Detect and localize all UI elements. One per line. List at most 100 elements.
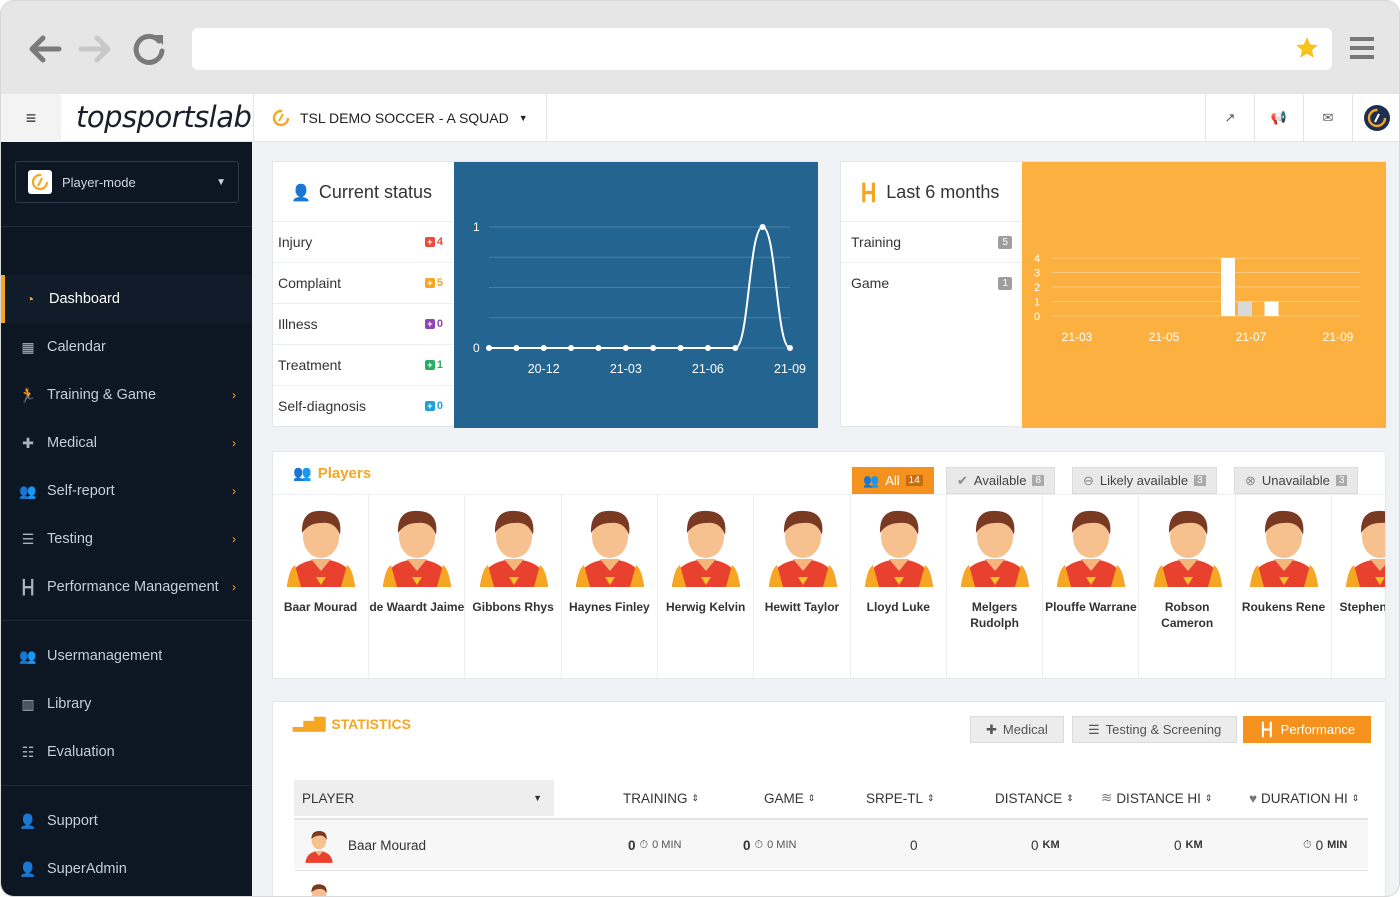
- filter-all-button[interactable]: 👥 All 14: [852, 467, 934, 494]
- player-card[interactable]: de Waardt Jaime: [369, 494, 466, 678]
- current-status-card: 👤 Current status Injury +4 Complaint +5 …: [272, 161, 818, 428]
- status-row-illness[interactable]: Illness +0: [273, 303, 453, 344]
- player-card[interactable]: Hewitt Taylor: [754, 494, 851, 678]
- external-link-icon[interactable]: ↗: [1205, 94, 1254, 142]
- sidebar-toggle-icon[interactable]: ≡: [1, 94, 61, 142]
- dumbbell-icon: ┣┫: [859, 184, 879, 202]
- avatar: [1250, 510, 1318, 587]
- user-avatar[interactable]: [1352, 94, 1399, 142]
- player-card[interactable]: Gibbons Rhys: [465, 494, 562, 678]
- data-point[interactable]: [486, 345, 492, 351]
- filter-available-button[interactable]: ✔ Available 8: [946, 467, 1055, 494]
- unit: KM: [1042, 839, 1060, 851]
- data-point[interactable]: [732, 345, 739, 351]
- status-row-injury[interactable]: Injury +4: [273, 221, 453, 262]
- announcement-icon[interactable]: 📢: [1254, 94, 1303, 142]
- player-card[interactable]: Baar Mourad: [273, 494, 369, 678]
- sidebar-item-medical[interactable]: ✚ Medical ›: [1, 419, 252, 467]
- sidebar-item-evaluation[interactable]: ☷ Evaluation: [1, 728, 252, 776]
- data-point[interactable]: [595, 345, 602, 351]
- column-header-player[interactable]: PLAYER ▼: [294, 780, 554, 816]
- address-bar[interactable]: [192, 28, 1332, 70]
- player-name: Baar Mourad: [283, 600, 358, 614]
- check-circle-icon: ✔: [957, 472, 968, 488]
- column-header-duration-hi[interactable]: ♥ DURATION HI ⇕: [1249, 780, 1359, 816]
- player-card[interactable]: Lloyd Luke: [850, 494, 947, 678]
- bar[interactable]: [1221, 258, 1235, 316]
- column-label: DISTANCE: [995, 790, 1063, 806]
- data-point[interactable]: [568, 345, 575, 351]
- sidebar-item-calendar[interactable]: ▦ Calendar: [1, 323, 252, 371]
- player-card[interactable]: Haynes Finley: [561, 494, 658, 678]
- mode-selector[interactable]: Player-mode ▼: [15, 161, 239, 203]
- data-point[interactable]: [677, 345, 684, 351]
- tab-testing-screening[interactable]: ☰ Testing & Screening: [1072, 716, 1238, 743]
- sort-icon: ⇕: [1351, 792, 1360, 803]
- player-card[interactable]: Melgers Rudolph: [947, 494, 1044, 678]
- player-card[interactable]: Robson Cameron: [1139, 494, 1236, 678]
- sidebar-item-superadmin[interactable]: 👤 SuperAdmin: [1, 845, 252, 893]
- status-row-self-diagnosis[interactable]: Self-diagnosis +0: [273, 385, 453, 426]
- value: 0: [1174, 837, 1182, 853]
- table-row[interactable]: Baar Mourad 0 ⏱ 0 MIN 0 ⏱ 0 MIN 0 0 KM 0 KM ⏱ 0…: [294, 818, 1368, 868]
- y-tick-label: 2: [1034, 282, 1040, 294]
- data-point[interactable]: [787, 345, 793, 351]
- column-header-distance-hi[interactable]: ≋ DISTANCE HI ⇕: [1101, 780, 1212, 816]
- filter-likely-available-button[interactable]: ⊖ Likely available 3: [1072, 467, 1217, 494]
- sidebar-item-label: Usermanagement: [47, 648, 163, 664]
- sidebar-item-self-report[interactable]: 👥 Self-report ›: [1, 467, 252, 515]
- player-card[interactable]: Plouffe Warrane: [1043, 494, 1140, 678]
- sidebar-item-support[interactable]: 👤 Support: [1, 797, 252, 845]
- column-header-srpe[interactable]: SRPE-TL ⇕: [866, 780, 935, 816]
- bar[interactable]: [1264, 301, 1279, 317]
- sidebar-item-testing[interactable]: ☰ Testing ›: [1, 515, 252, 563]
- data-point[interactable]: [650, 345, 657, 351]
- back-arrow-icon[interactable]: [25, 29, 65, 69]
- mail-icon[interactable]: ✉: [1303, 94, 1352, 142]
- last-row-training[interactable]: Training 5: [841, 221, 1022, 262]
- player-card[interactable]: Stephens Lew: [1332, 494, 1385, 678]
- sidebar-item-training-game[interactable]: 🏃 Training & Game ›: [1, 371, 252, 419]
- column-header-training[interactable]: TRAINING ⇕: [623, 780, 699, 816]
- sidebar-item-library[interactable]: ▥ Library: [1, 680, 252, 728]
- data-point[interactable]: [622, 345, 629, 351]
- column-header-game[interactable]: GAME ⇕: [764, 780, 815, 816]
- srpe-cell: 0: [910, 837, 918, 853]
- filter-label: Likely available: [1099, 473, 1189, 488]
- tab-performance[interactable]: ┣┫ Performance: [1243, 716, 1372, 743]
- tab-medical[interactable]: ✚ Medical: [970, 716, 1064, 743]
- divider: [1, 620, 252, 621]
- sidebar-item-dashboard[interactable]: ◔ Dashboard: [1, 275, 252, 323]
- reload-icon[interactable]: [129, 29, 169, 69]
- data-point[interactable]: [540, 345, 547, 351]
- filter-label: All: [885, 473, 900, 488]
- bar[interactable]: [1238, 301, 1252, 317]
- data-point[interactable]: [513, 345, 520, 351]
- value: 0: [743, 837, 751, 853]
- status-row-complaint[interactable]: Complaint +5: [273, 262, 453, 303]
- team-selector[interactable]: TSL DEMO SOCCER - A SQUAD ▼: [253, 94, 547, 142]
- bookmark-star-icon[interactable]: [1294, 35, 1320, 61]
- forward-arrow-icon[interactable]: [75, 29, 115, 69]
- player-card[interactable]: Roukens Rene: [1236, 494, 1332, 678]
- status-row-treatment[interactable]: Treatment +1: [273, 344, 453, 385]
- browser-menu-icon[interactable]: [1349, 35, 1375, 61]
- filter-unavailable-button[interactable]: ⊗ Unavailable 3: [1234, 467, 1359, 494]
- column-header-distance[interactable]: DISTANCE ⇕: [995, 780, 1074, 816]
- statistics-card: ▂▅▇ STATISTICS ✚ Medical ☰ Testing & Scr…: [272, 701, 1386, 896]
- unit: 0 MIN: [767, 839, 797, 851]
- sidebar-item-performance[interactable]: ┣┫ Performance Management ›: [1, 563, 252, 611]
- player-card[interactable]: Herwig Kelvin: [658, 494, 755, 678]
- data-point[interactable]: [704, 345, 711, 351]
- data-point[interactable]: [759, 224, 766, 230]
- chevron-down-icon: ▼: [533, 793, 542, 803]
- card-title: 👤 Current status: [291, 182, 432, 203]
- avatar: [961, 510, 1030, 587]
- status-line-chart: 0 1 20-12 21-03 21-06 21-09: [454, 162, 818, 428]
- plus-icon: +: [424, 319, 435, 329]
- last-row-game[interactable]: Game 1: [841, 262, 1022, 303]
- table-row[interactable]: [294, 870, 1368, 896]
- sidebar-item-usermanagement[interactable]: 👥 Usermanagement: [1, 632, 252, 680]
- duration-hi-cell: ⏱ 0 MIN: [1303, 820, 1347, 870]
- training-cell: 0 ⏱ 0 MIN: [628, 820, 681, 870]
